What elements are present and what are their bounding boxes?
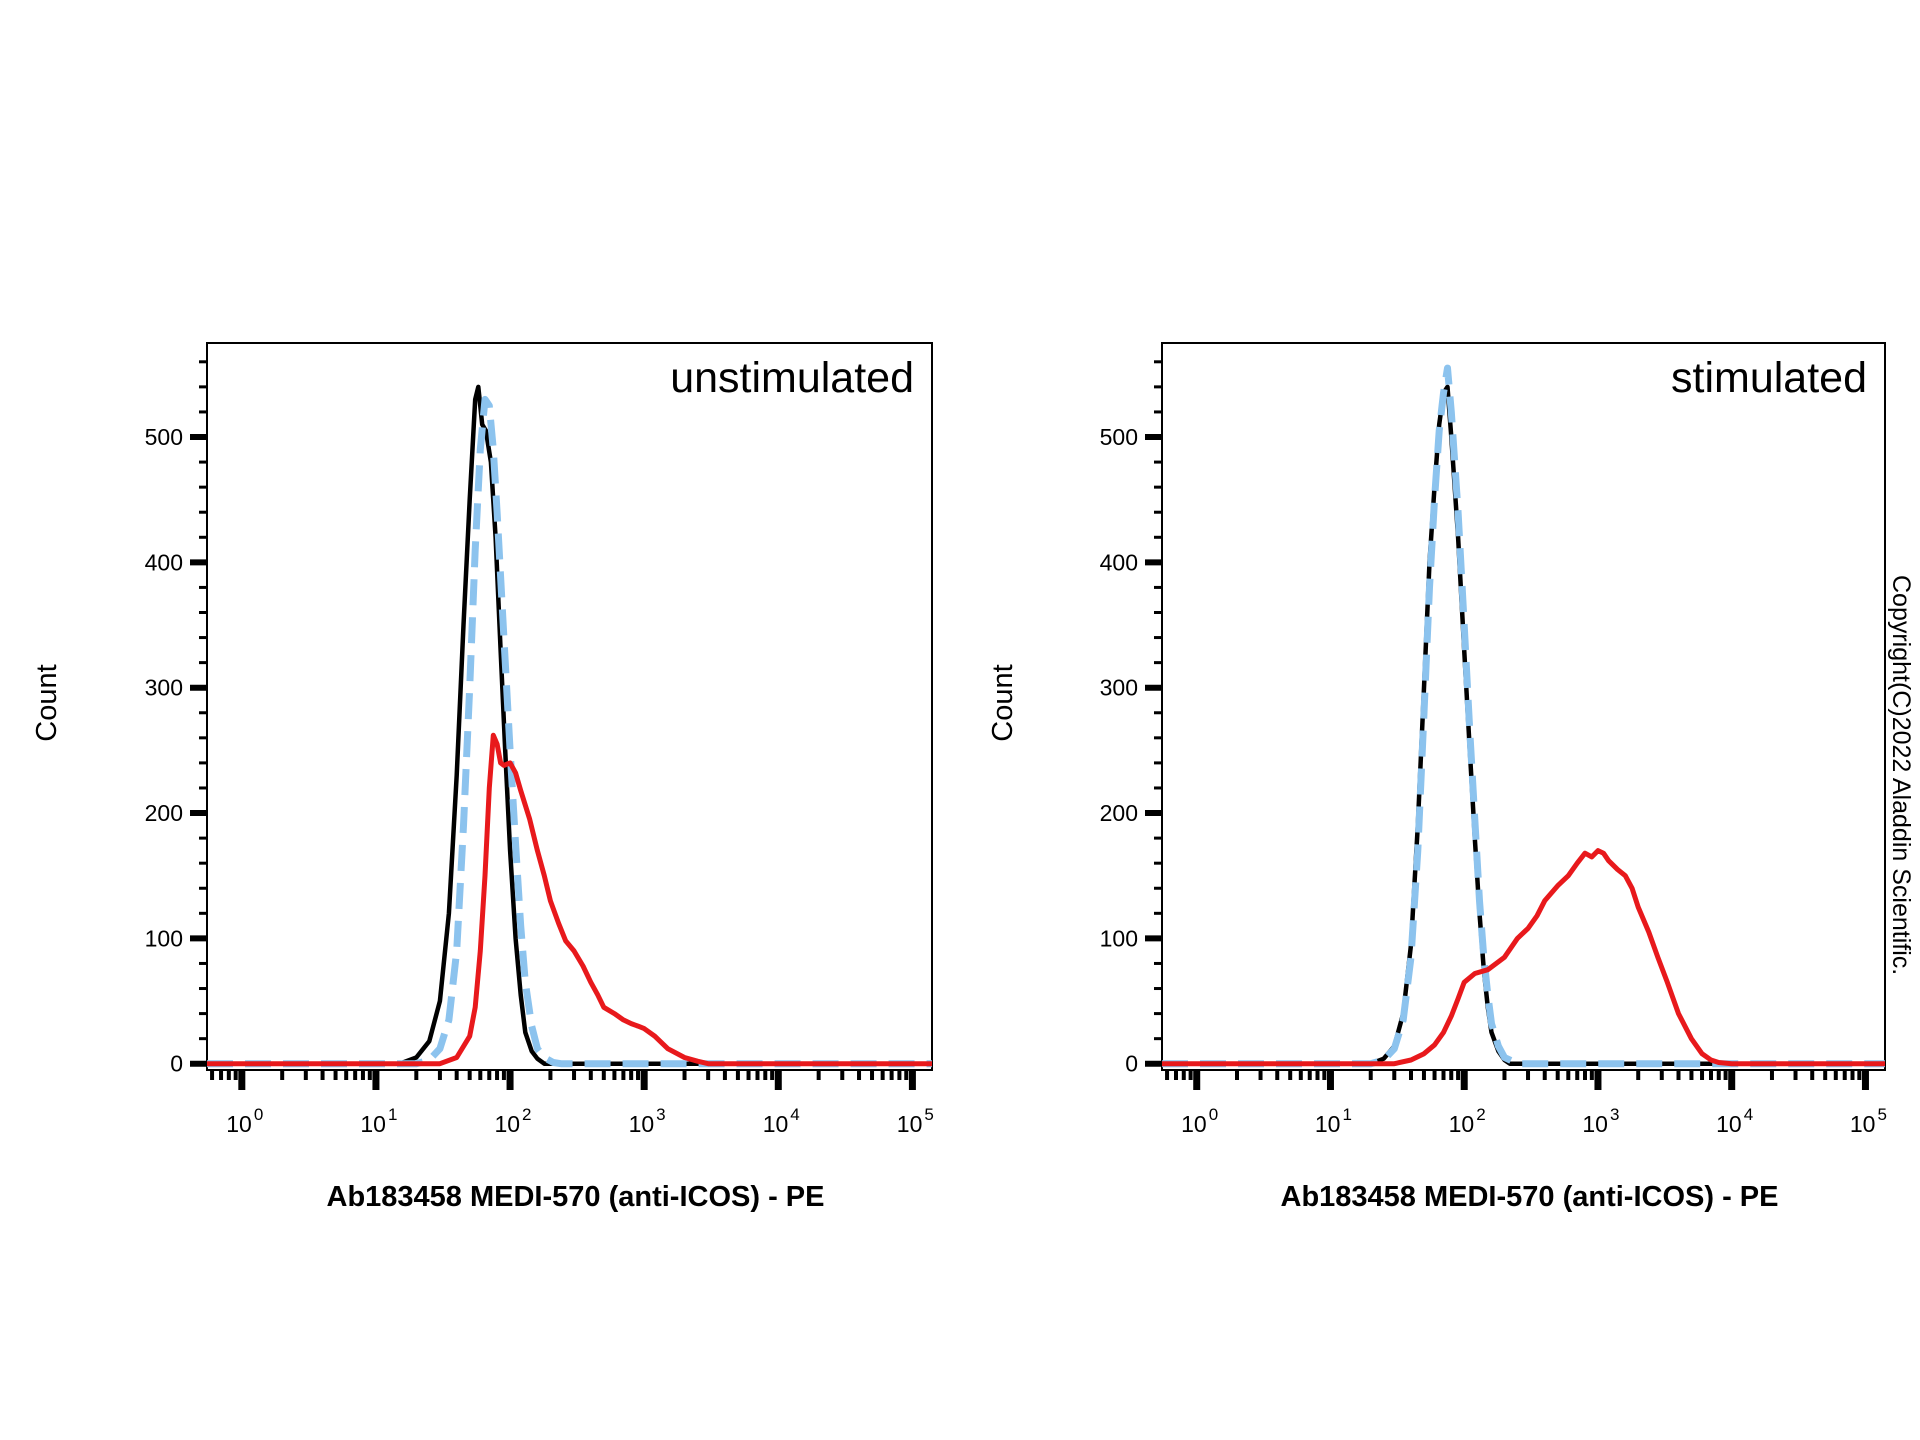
y-tick-label: 0 (170, 1051, 183, 1077)
x-tick-label: 10 (1181, 1111, 1207, 1137)
x-tick-label: 10 (226, 1111, 252, 1137)
x-tick-exponent: 1 (388, 1105, 397, 1124)
x-tick-exponent: 5 (1877, 1105, 1886, 1124)
x-tick-label: 10 (1716, 1111, 1742, 1137)
x-tick-exponent: 3 (656, 1105, 665, 1124)
plot-frame (1161, 342, 1886, 1071)
series-line-2 (1162, 848, 1885, 1067)
y-tick-label: 300 (1100, 675, 1138, 701)
x-tick-exponent: 2 (1476, 1105, 1485, 1124)
series-line-2 (207, 732, 932, 1067)
x-axis-label: Ab183458 MEDI-570 (anti-ICOS) - PE (1281, 1181, 1779, 1213)
copyright-notice: Copyright(C)2022 Aladdin Scientific. (1887, 575, 1915, 975)
chart-title: stimulated (1671, 354, 1867, 402)
x-tick-exponent: 4 (790, 1105, 799, 1124)
y-tick-label: 200 (145, 800, 183, 826)
x-tick-exponent: 2 (522, 1105, 531, 1124)
y-tick-label: 0 (1125, 1051, 1138, 1077)
chart-title: unstimulated (670, 354, 914, 402)
x-tick-label: 10 (629, 1111, 655, 1137)
x-tick-label: 10 (1449, 1111, 1475, 1137)
y-tick-label: 200 (1100, 800, 1138, 826)
x-tick-label: 10 (897, 1111, 923, 1137)
x-tick-exponent: 3 (1610, 1105, 1619, 1124)
y-tick-label: 300 (145, 675, 183, 701)
y-tick-label: 100 (1100, 925, 1138, 951)
y-axis-label: Count (31, 664, 63, 741)
y-tick-label: 400 (145, 549, 183, 575)
x-tick-exponent: 0 (1209, 1105, 1218, 1124)
x-tick-exponent: 4 (1744, 1105, 1753, 1124)
plot-frame (206, 342, 933, 1071)
series-line-1 (1162, 364, 1885, 1068)
x-axis-label: Ab183458 MEDI-570 (anti-ICOS) - PE (327, 1181, 825, 1213)
y-axis-label: Count (987, 664, 1019, 741)
x-tick-exponent: 0 (254, 1105, 263, 1124)
y-tick-label: 500 (145, 424, 183, 450)
series-line-0 (207, 384, 932, 1066)
x-tick-exponent: 1 (1342, 1105, 1351, 1124)
y-tick-label: 100 (145, 925, 183, 951)
x-tick-label: 10 (360, 1111, 386, 1137)
y-tick-label: 500 (1100, 424, 1138, 450)
x-tick-label: 10 (1582, 1111, 1608, 1137)
x-tick-label: 10 (1315, 1111, 1341, 1137)
x-tick-label: 10 (1850, 1111, 1876, 1137)
y-tick-label: 400 (1100, 549, 1138, 575)
series-line-0 (1162, 384, 1885, 1066)
x-tick-exponent: 5 (924, 1105, 933, 1124)
series-line-1 (207, 395, 932, 1068)
x-tick-label: 10 (494, 1111, 520, 1137)
x-tick-label: 10 (763, 1111, 789, 1137)
